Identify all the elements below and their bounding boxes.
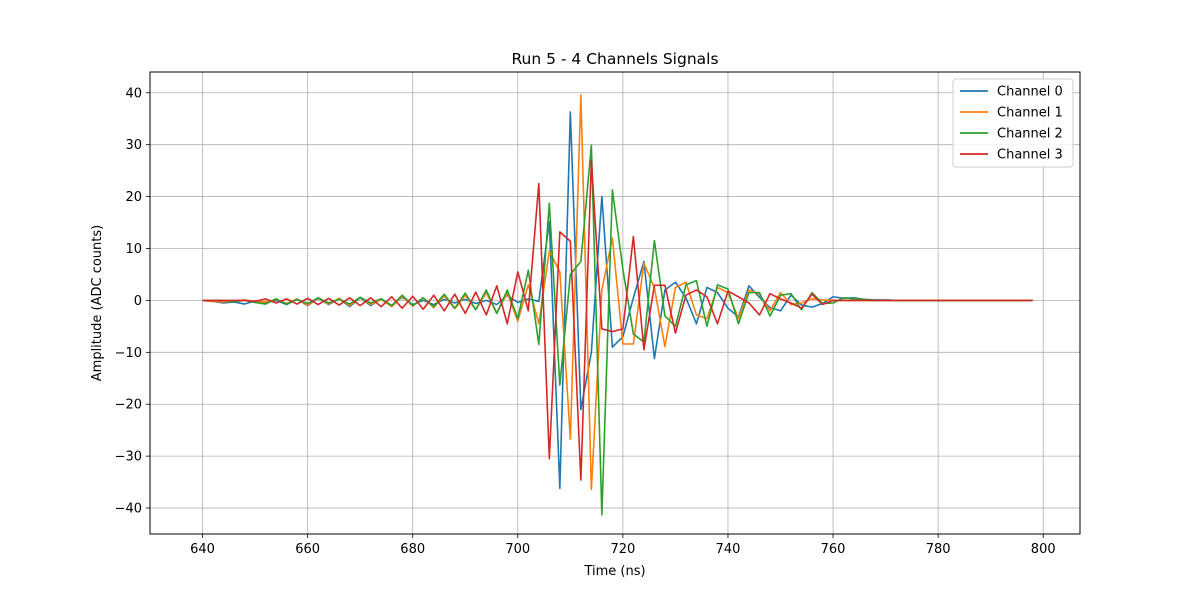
y-tick-label: 20	[125, 190, 142, 205]
legend: Channel 0 Channel 1 Channel 2 Channel 3	[952, 78, 1074, 168]
x-tick-label: 700	[505, 542, 530, 557]
legend-label: Channel 1	[997, 106, 1063, 121]
x-axis-label: Time (ns)	[583, 564, 645, 579]
legend-label: Channel 0	[997, 85, 1063, 100]
plot-frame	[149, 71, 1081, 535]
legend-label: Channel 2	[997, 127, 1063, 142]
y-tick-label: 10	[125, 242, 142, 257]
y-tick-label: −40	[115, 502, 142, 517]
y-tick-label: −30	[115, 450, 142, 465]
y-tick-label: 30	[125, 138, 142, 153]
series-lines	[202, 94, 1033, 516]
y-tick-label: 0	[134, 294, 142, 309]
x-tick-label: 780	[926, 542, 951, 557]
axis-ticks: 640 660 680 700 720 740 760 780 800 −40 −30 −20 −10 0…	[115, 86, 1056, 557]
y-tick-label: −10	[115, 346, 142, 361]
legend-box	[952, 78, 1074, 168]
series-line-channel-3	[202, 159, 1033, 481]
y-tick-label: 40	[125, 86, 142, 101]
x-tick-label: 800	[1031, 542, 1056, 557]
y-axis-label: Amplitude (ADC counts)	[90, 225, 105, 381]
x-tick-label: 660	[295, 542, 320, 557]
y-tick-label: −20	[115, 398, 142, 413]
x-tick-label: 720	[610, 542, 635, 557]
x-tick-label: 760	[821, 542, 846, 557]
x-tick-label: 680	[400, 542, 425, 557]
legend-label: Channel 3	[997, 148, 1063, 163]
x-tick-label: 740	[716, 542, 741, 557]
chart-title: Run 5 - 4 Channels Signals	[511, 50, 718, 68]
x-tick-label: 640	[190, 542, 215, 557]
